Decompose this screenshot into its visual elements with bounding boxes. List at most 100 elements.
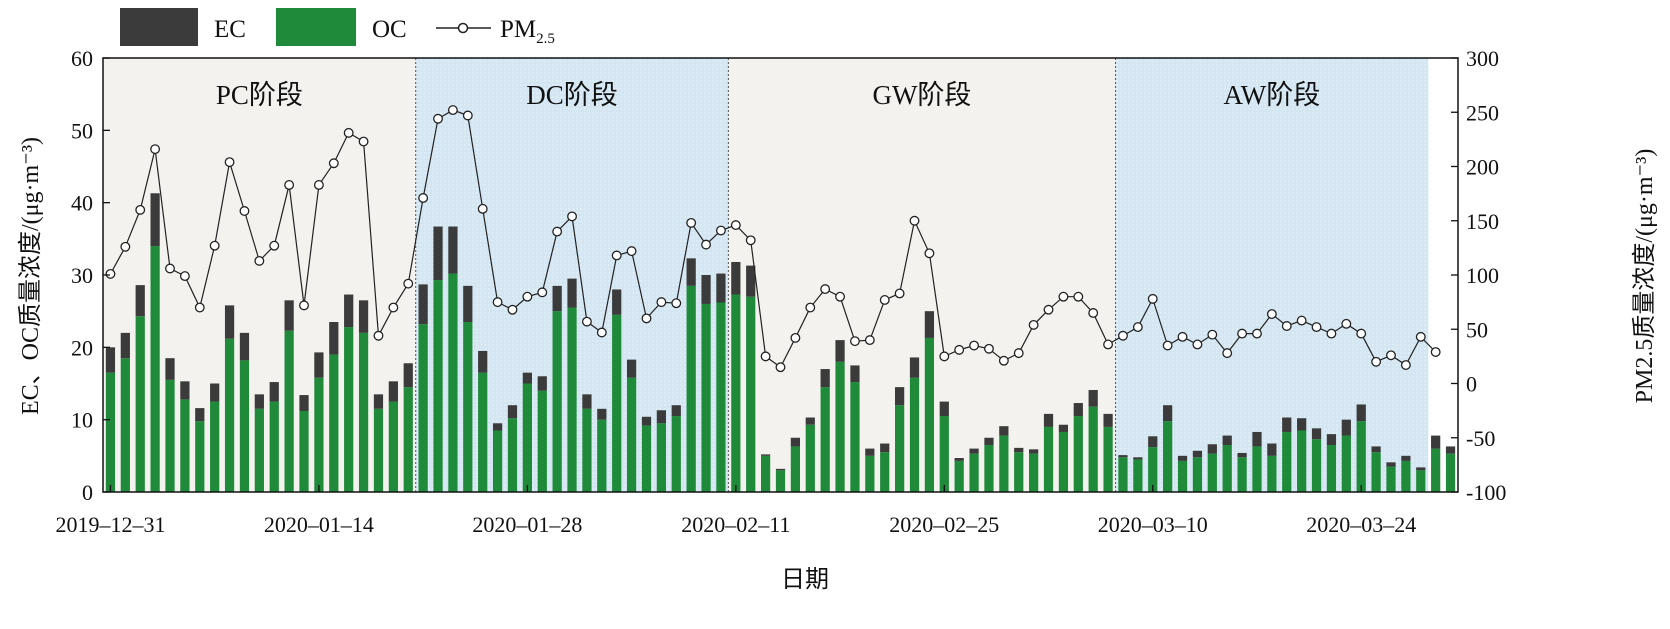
ec-bar (269, 382, 279, 402)
ec-bar (939, 401, 949, 417)
oc-bar (686, 285, 696, 492)
pm25-point (179, 271, 190, 282)
pm25-point (730, 220, 741, 231)
oc-bar (135, 316, 145, 492)
y-right-tick-label: -100 (1466, 480, 1506, 505)
pm25-point (1252, 328, 1262, 339)
pm25-point (328, 158, 339, 169)
legend-oc-swatch (276, 8, 356, 46)
ec-bar (1118, 455, 1128, 458)
pm25-point (1058, 291, 1069, 302)
oc-bar (120, 358, 130, 492)
pm25-point (1103, 339, 1114, 350)
pm25-point (864, 335, 875, 346)
oc-bar (1014, 452, 1024, 492)
pm25-point (1415, 331, 1426, 342)
oc-bar (626, 377, 637, 492)
ec-bar (403, 363, 413, 388)
ec-bar (1326, 434, 1337, 445)
oc-bar (433, 280, 443, 492)
ec-bar (358, 300, 369, 333)
pm25-point (1147, 293, 1158, 304)
pm25-point (1028, 319, 1039, 330)
oc-bar (835, 361, 845, 492)
pm25-point (165, 263, 175, 274)
legend: EC OC PM2.5 (120, 8, 555, 47)
pm25-point (879, 295, 890, 305)
oc-bar (612, 314, 622, 492)
ec-bar (1252, 431, 1262, 447)
oc-bar (790, 446, 801, 492)
ec-bar (1267, 443, 1277, 456)
oc-bar (1311, 439, 1322, 492)
oc-bar (969, 453, 979, 492)
bars (105, 193, 1456, 492)
oc-bar (999, 435, 1009, 492)
phase-label: GW阶段 (872, 80, 971, 110)
oc-bar (716, 302, 726, 492)
oc-bar (1029, 453, 1039, 492)
pm25-point (1341, 318, 1352, 329)
oc-bar (1371, 452, 1381, 492)
ec-bar (1043, 413, 1054, 427)
ec-bar (1341, 419, 1351, 436)
ec-bar (120, 332, 130, 359)
pm25-point (626, 246, 637, 257)
pm25-point (343, 127, 354, 138)
oc-bar (984, 444, 994, 492)
oc-bar (537, 390, 547, 492)
ec-bar (314, 352, 324, 378)
oc-bar (1282, 431, 1292, 492)
pm25-point (552, 226, 563, 237)
pm25-point (775, 362, 786, 373)
pm25-point (447, 105, 458, 116)
pm25-point (358, 136, 369, 147)
pm25-point (611, 250, 622, 261)
ec-bar (1311, 428, 1322, 440)
pm25-point (924, 248, 935, 259)
x-tick-label: 2020–01–28 (472, 512, 582, 537)
ec-bar (388, 381, 398, 402)
oc-bar (731, 294, 741, 492)
oc-bar (418, 324, 428, 492)
oc-bar (746, 296, 756, 492)
oc-bar (671, 416, 681, 492)
oc-bar (1043, 426, 1054, 492)
y-right-tick-label: -50 (1466, 426, 1495, 451)
ec-bar (582, 394, 592, 409)
ec-bar (1401, 455, 1411, 461)
pm25-point (1266, 309, 1277, 320)
ec-bar (224, 305, 235, 339)
y-axis-left-title: EC、OC质量浓度/(μg·m⁻³) (17, 137, 44, 415)
pm25-point (581, 316, 592, 327)
ec-bar (299, 395, 309, 411)
pm25-point (269, 240, 280, 251)
ec-bar (433, 226, 443, 281)
oc-bar (1058, 431, 1069, 492)
oc-bar (760, 455, 771, 492)
x-tick-label: 2019–12–31 (55, 512, 165, 537)
pm25-point (120, 241, 131, 252)
oc-bar (895, 405, 905, 492)
ec-bar (1133, 457, 1143, 460)
oc-bar (1177, 460, 1188, 492)
ec-bar (1058, 424, 1069, 432)
pm25-point (1281, 321, 1292, 331)
ec-bar (701, 275, 711, 304)
pm25-point (1430, 347, 1441, 357)
ec-bar (1148, 436, 1158, 448)
pm25-point (373, 330, 384, 341)
pm25-point (850, 336, 860, 347)
pm25-point (686, 217, 697, 228)
pm25-point (388, 302, 399, 313)
pm25-point (1118, 330, 1128, 341)
oc-bar (150, 246, 160, 492)
ec-bar (1222, 435, 1232, 445)
oc-bar (1148, 447, 1158, 492)
pm25-point (194, 302, 205, 313)
pm25-point (567, 211, 577, 222)
oc-bar (388, 401, 398, 492)
ec-bar (537, 376, 547, 391)
ec-bar (373, 394, 384, 409)
pm25-point (656, 297, 667, 308)
